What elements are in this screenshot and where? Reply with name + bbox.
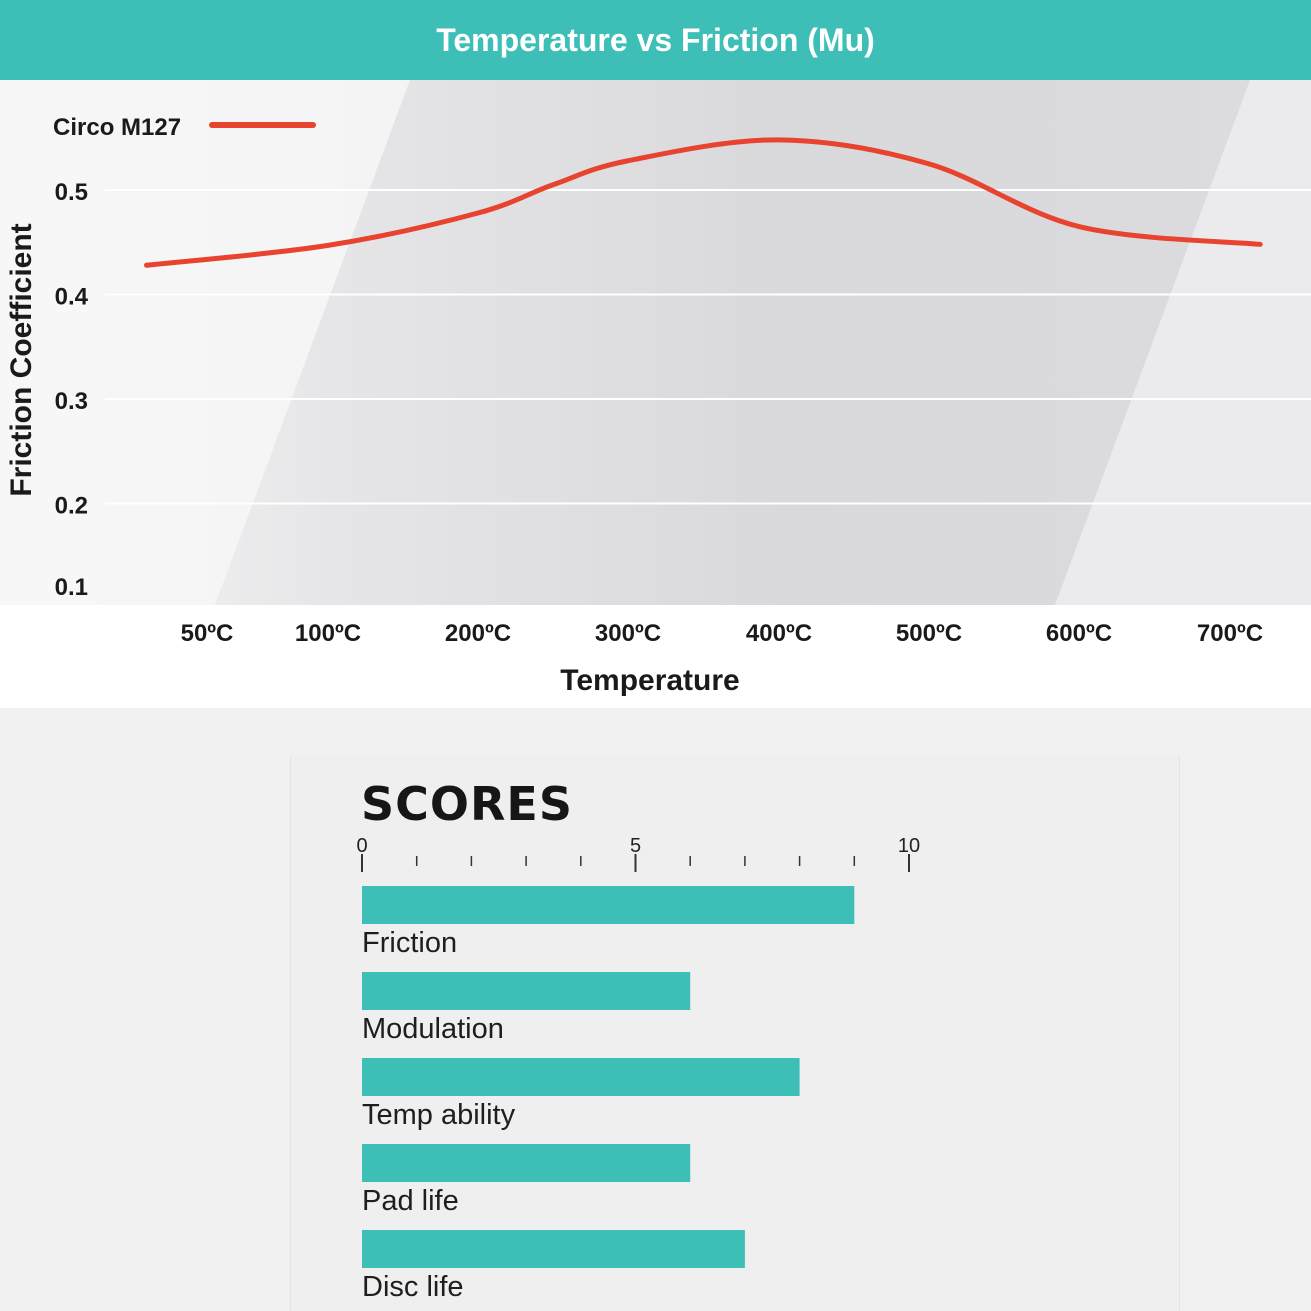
friction-chart-panel: Temperature vs Friction (Mu) 0.1 0.2 0.3 0.… <box>0 0 1311 708</box>
score-bar-modulation <box>362 972 691 1010</box>
x-tick-label: 400ºC <box>746 620 812 647</box>
series-line-circo-m127 <box>144 137 1263 268</box>
score-label: Modulation <box>362 1013 504 1045</box>
chart-title-bar: Temperature vs Friction (Mu) <box>0 0 1311 80</box>
axis-tick-label: 10 <box>898 835 920 857</box>
legend-label: Circo M127 <box>53 114 181 141</box>
x-tick-label: 50ºC <box>181 620 234 647</box>
score-label: Pad life <box>362 1185 459 1217</box>
x-tick-label: 600ºC <box>1046 620 1112 647</box>
y-tick-label: 0.3 <box>55 388 88 415</box>
x-tick-label: 100ºC <box>295 620 361 647</box>
axis-tick-label: 5 <box>630 835 641 857</box>
scores-bar-chart: 0 5 10 Friction Modulation Temp ability Pad li… <box>356 835 920 1303</box>
y-tick-label: 0.1 <box>55 574 88 601</box>
score-label: Temp ability <box>362 1099 516 1131</box>
x-tick-label: 200ºC <box>445 620 511 647</box>
scores-title: SCORES <box>361 777 573 831</box>
friction-line-chart: 0.1 0.2 0.3 0.4 0.5 50ºC 100ºC 200ºC 300ºC 400ºC 5… <box>0 80 1311 647</box>
y-tick-label: 0.4 <box>55 284 89 311</box>
x-tick-label: 300ºC <box>595 620 661 647</box>
score-bar-pad-life <box>362 1144 691 1182</box>
chart-title: Temperature vs Friction (Mu) <box>436 21 875 58</box>
x-tick-label: 700ºC <box>1197 620 1263 647</box>
y-tick-label: 0.2 <box>55 493 88 520</box>
score-bar-disc-life <box>362 1230 745 1268</box>
score-bar-friction <box>362 886 855 924</box>
plot-stripe-right <box>1055 80 1311 605</box>
score-bar-temp-ability <box>362 1058 800 1096</box>
x-axis-label: Temperature <box>560 664 740 697</box>
y-axis-label: Friction Coefficient <box>5 223 38 497</box>
score-label: Disc life <box>362 1271 464 1303</box>
axis-tick-label: 0 <box>356 835 367 857</box>
score-label: Friction <box>362 927 457 959</box>
plot-stripe-left <box>0 80 410 605</box>
scores-card: SCORES 0 5 10 Friction Modulation Temp abilit… <box>290 755 1180 1311</box>
x-tick-label: 500ºC <box>896 620 962 647</box>
y-tick-label: 0.5 <box>55 179 88 206</box>
